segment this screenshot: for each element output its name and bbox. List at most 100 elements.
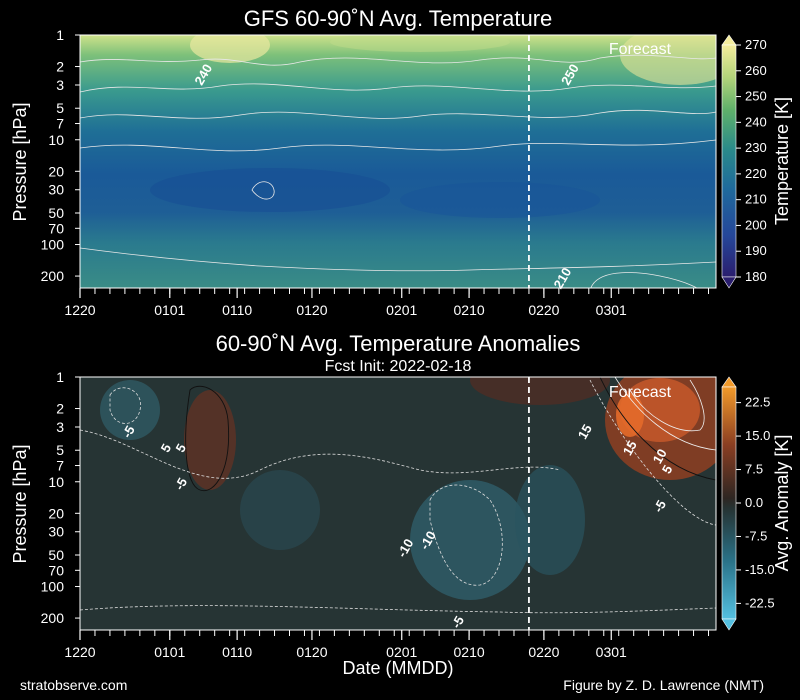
bottom-colorbar-bar bbox=[721, 386, 737, 620]
bottom-y-tick-label: 50 bbox=[48, 547, 64, 563]
bottom-colorbar-tick-label: 22.5 bbox=[745, 395, 770, 410]
bottom-y-tick-label: 200 bbox=[41, 610, 65, 626]
top-colorbar-tick-label: 240 bbox=[745, 114, 767, 129]
bottom-colorbar-max-arrow bbox=[721, 376, 737, 388]
bottom-y-tick-label: 100 bbox=[41, 579, 65, 595]
bottom-plot-frame bbox=[79, 376, 717, 631]
bottom-colorbar-tick-label: -7.5 bbox=[745, 528, 767, 543]
bottom-colorbar-tick-label: 7.5 bbox=[745, 462, 763, 477]
top-warm-patch bbox=[190, 35, 270, 63]
bottom-x-tick-label: 0101 bbox=[154, 644, 185, 660]
bottom-y-tick-label: 10 bbox=[48, 474, 64, 490]
top-y-tick-label: 2 bbox=[56, 59, 64, 75]
top-chart-title: GFS 60-90˚N Avg. Temperature bbox=[244, 6, 553, 31]
top-x-tick-label: 0120 bbox=[296, 302, 327, 318]
bottom-chart-subtitle: Fcst Init: 2022-02-18 bbox=[325, 358, 472, 375]
bottom-y-tick-label: 2 bbox=[56, 401, 64, 417]
bottom-colorbar: -22.5 -15.0 -7.5 0.0 7.5 15.0 22.5 bbox=[721, 376, 775, 631]
bottom-y-tick-label: 5 bbox=[56, 442, 64, 458]
bottom-x-tick-label: 1220 bbox=[64, 644, 95, 660]
top-colorbar-label: Temperature [K] bbox=[772, 97, 792, 225]
top-colorbar-bar bbox=[721, 44, 737, 278]
bottom-colorbar-min-arrow bbox=[721, 618, 737, 631]
bottom-colorbar-tick-label: -15.0 bbox=[745, 562, 775, 577]
top-colorbar: 180 190 200 210 220 230 240 250 260 270 bbox=[721, 34, 767, 289]
top-colorbar-max-arrow bbox=[721, 34, 737, 46]
top-temperature-field bbox=[80, 35, 716, 288]
bottom-x-tick-label: 0301 bbox=[596, 644, 627, 660]
bottom-colorbar-label: Avg. Anomaly [K] bbox=[772, 435, 792, 572]
top-contour-line bbox=[80, 247, 716, 272]
bottom-contour-line bbox=[589, 379, 716, 526]
top-colorbar-tick-label: 220 bbox=[745, 166, 767, 181]
top-colorbar-tick-label: 250 bbox=[745, 89, 767, 104]
top-x-tick-label: 0110 bbox=[222, 302, 252, 318]
bottom-contour-label: 10 bbox=[650, 446, 670, 466]
top-y-tick-label: 10 bbox=[48, 132, 64, 148]
top-cold-core bbox=[150, 168, 390, 212]
top-colorbar-min-arrow bbox=[721, 276, 737, 289]
top-y-tick-label: 200 bbox=[41, 268, 65, 284]
top-x-tick-label: 0201 bbox=[386, 302, 417, 318]
bottom-x-tick-label: 0120 bbox=[296, 644, 327, 660]
bottom-forecast-label: Forecast bbox=[609, 384, 672, 401]
top-warm-patch bbox=[620, 35, 716, 85]
top-colorbar-tick-label: 230 bbox=[745, 140, 767, 155]
bottom-y-tick-label: 20 bbox=[48, 505, 64, 521]
top-x-tick-label: 0220 bbox=[528, 302, 559, 318]
bottom-contour-label: 15 bbox=[575, 422, 595, 442]
top-contour-line bbox=[251, 181, 275, 200]
bottom-contour-line bbox=[185, 385, 230, 492]
bottom-x-tick-label: 0210 bbox=[454, 644, 485, 660]
top-plot-frame bbox=[79, 34, 717, 289]
bottom-contour-line bbox=[629, 379, 705, 432]
top-y-tick-label: 3 bbox=[56, 77, 64, 93]
bottom-positive-patch bbox=[616, 393, 644, 437]
bottom-x-axis: 1220 0101 0110 0120 0201 0210 0220 0301 bbox=[64, 630, 710, 660]
bottom-colorbar-tick-label: 0.0 bbox=[745, 495, 763, 510]
top-y-tick-label: 30 bbox=[48, 182, 64, 198]
bottom-negative-patch bbox=[410, 480, 530, 600]
bottom-colorbar-tick-label: -22.5 bbox=[745, 595, 775, 610]
bottom-y-tick-label: 1 bbox=[56, 369, 64, 385]
bottom-colorbar-tick-label: 15.0 bbox=[745, 428, 770, 443]
top-contour-line bbox=[80, 54, 716, 66]
top-colorbar-tick-label: 270 bbox=[745, 37, 767, 52]
bottom-y-tick-label: 3 bbox=[56, 419, 64, 435]
bottom-contour-line bbox=[429, 484, 503, 586]
top-y-tick-label: 100 bbox=[41, 237, 65, 253]
top-contour-line bbox=[80, 83, 716, 93]
top-y-tick-label: 1 bbox=[56, 27, 64, 43]
top-colorbar-tick-label: 260 bbox=[745, 63, 767, 78]
top-y-tick-label: 50 bbox=[48, 205, 64, 221]
bottom-x-tick-label: 0110 bbox=[222, 644, 252, 660]
top-x-tick-label: 0301 bbox=[596, 302, 627, 318]
top-contour-line bbox=[80, 139, 716, 152]
bottom-contour-label: 15 bbox=[620, 438, 640, 458]
bottom-contour-line bbox=[109, 387, 142, 424]
top-contour-line bbox=[80, 109, 716, 119]
bottom-contour-line bbox=[80, 605, 716, 614]
bottom-y-axis-label: Pressure [hPa] bbox=[10, 444, 30, 563]
bottom-positive-patch bbox=[470, 377, 610, 405]
bottom-negative-patch bbox=[240, 470, 320, 550]
footer-site: stratobserve.com bbox=[20, 677, 127, 693]
bottom-contour-line bbox=[80, 429, 561, 479]
bottom-y-tick-label: 7 bbox=[56, 458, 64, 474]
top-y-tick-label: 70 bbox=[48, 220, 64, 236]
top-colorbar-tick-label: 180 bbox=[745, 269, 767, 284]
top-x-axis: 1220 0101 0110 0120 0201 0210 0220 0301 bbox=[64, 288, 710, 318]
bottom-negative-patch bbox=[100, 380, 160, 440]
bottom-negative-patch bbox=[515, 465, 585, 575]
bottom-positive-patch bbox=[184, 390, 236, 490]
top-colorbar-tick-label: 210 bbox=[745, 192, 767, 207]
bottom-contour-line bbox=[599, 377, 716, 481]
top-y-tick-label: 5 bbox=[56, 100, 64, 116]
bottom-contour-line bbox=[614, 377, 716, 451]
top-y-tick-label: 20 bbox=[48, 163, 64, 179]
bottom-y-tick-label: 70 bbox=[48, 562, 64, 578]
bottom-x-tick-label: 0201 bbox=[386, 644, 417, 660]
bottom-y-tick-label: 30 bbox=[48, 524, 64, 540]
